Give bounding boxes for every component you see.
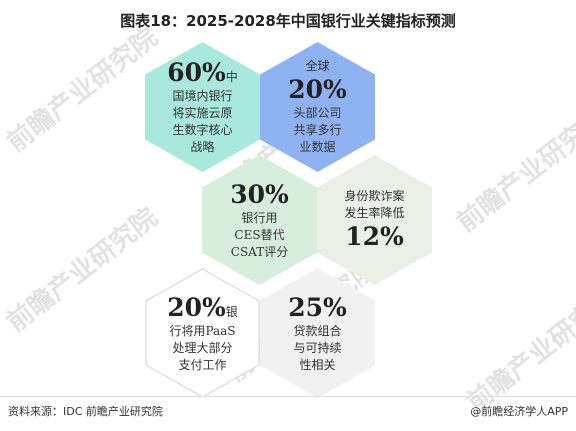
hexagon-5-outline bbox=[145, 268, 260, 398]
hexagon-4: 身份欺诈案 发生率降低 12% bbox=[317, 155, 432, 285]
hexagon-5-line: 行将用PaaS bbox=[169, 323, 236, 338]
hexagon-2-line: 头部公司 bbox=[293, 106, 342, 120]
watermark: 前瞻产业研究院 bbox=[451, 102, 576, 239]
hexagon-5-line: 支付工作 bbox=[178, 357, 227, 372]
hexagon-5-value: 20% bbox=[167, 292, 226, 322]
hexagon-2-value: 20% bbox=[288, 75, 347, 104]
hexagon-2-line: 业数据 bbox=[299, 140, 336, 154]
hexagon-5: 20%银 行将用PaaS 处理大部分 支付工作 bbox=[145, 268, 260, 398]
hexagon-3-line: CES替代 bbox=[234, 227, 285, 242]
hexagon-4-line: 身份欺诈案 bbox=[344, 189, 405, 203]
hexagon-3-line: 银行用 bbox=[241, 210, 278, 225]
footer-divider bbox=[0, 396, 576, 397]
source-note: 资料来源：IDC 前瞻产业研究院 bbox=[8, 405, 163, 418]
hexagon-4-value: 12% bbox=[345, 222, 404, 251]
hexagon-6-line: 贷款组合 bbox=[293, 323, 342, 338]
hexagon-1-line: 将实施云原 bbox=[172, 106, 233, 120]
hexagon-5-suffix: 银 bbox=[225, 304, 238, 319]
hexagon-1-line: 生数字核心 bbox=[172, 123, 233, 137]
hexagon-1-line: 战略 bbox=[190, 140, 215, 154]
hexagon-2-prefix: 全球 bbox=[305, 59, 330, 73]
hexagon-6: 25% 贷款组合 与可持续 性相关 bbox=[260, 268, 375, 398]
hexagon-2: 全球 20% 头部公司 共享多行 业数据 bbox=[260, 42, 375, 172]
hexagon-6-line: 性相关 bbox=[299, 357, 336, 372]
hexagon-1-suffix: 中 bbox=[225, 70, 238, 84]
hexagon-4-line: 发生率降低 bbox=[344, 206, 405, 220]
brand-credit: @前瞻经济学人APP bbox=[470, 405, 568, 418]
hexagon-1: 60%中 国境内银行 将实施云原 生数字核心 战略 bbox=[145, 42, 260, 172]
hexagon-6-line: 与可持续 bbox=[293, 340, 342, 355]
hexagon-1-line: 国境内银行 bbox=[172, 89, 233, 103]
hexagon-3-line: CSAT评分 bbox=[230, 244, 289, 259]
watermark: 前瞻产业研究院 bbox=[1, 202, 164, 339]
hexagon-1-value: 60% bbox=[167, 58, 226, 87]
hexagon-3: 30% 银行用 CES替代 CSAT评分 bbox=[202, 155, 317, 285]
hexagon-2-line: 共享多行 bbox=[293, 123, 342, 137]
hexagon-1-bg bbox=[145, 42, 260, 172]
hexagon-6-value: 25% bbox=[288, 292, 347, 322]
watermark: 前瞻产业研究院 bbox=[1, 22, 164, 159]
hexagon-3-value: 30% bbox=[230, 179, 289, 209]
hexagon-5-line: 处理大部分 bbox=[172, 340, 233, 355]
chart-title: 图表18：2025-2028年中国银行业关键指标预测 bbox=[120, 12, 456, 30]
watermark: 前瞻产业研究院 bbox=[461, 282, 576, 419]
